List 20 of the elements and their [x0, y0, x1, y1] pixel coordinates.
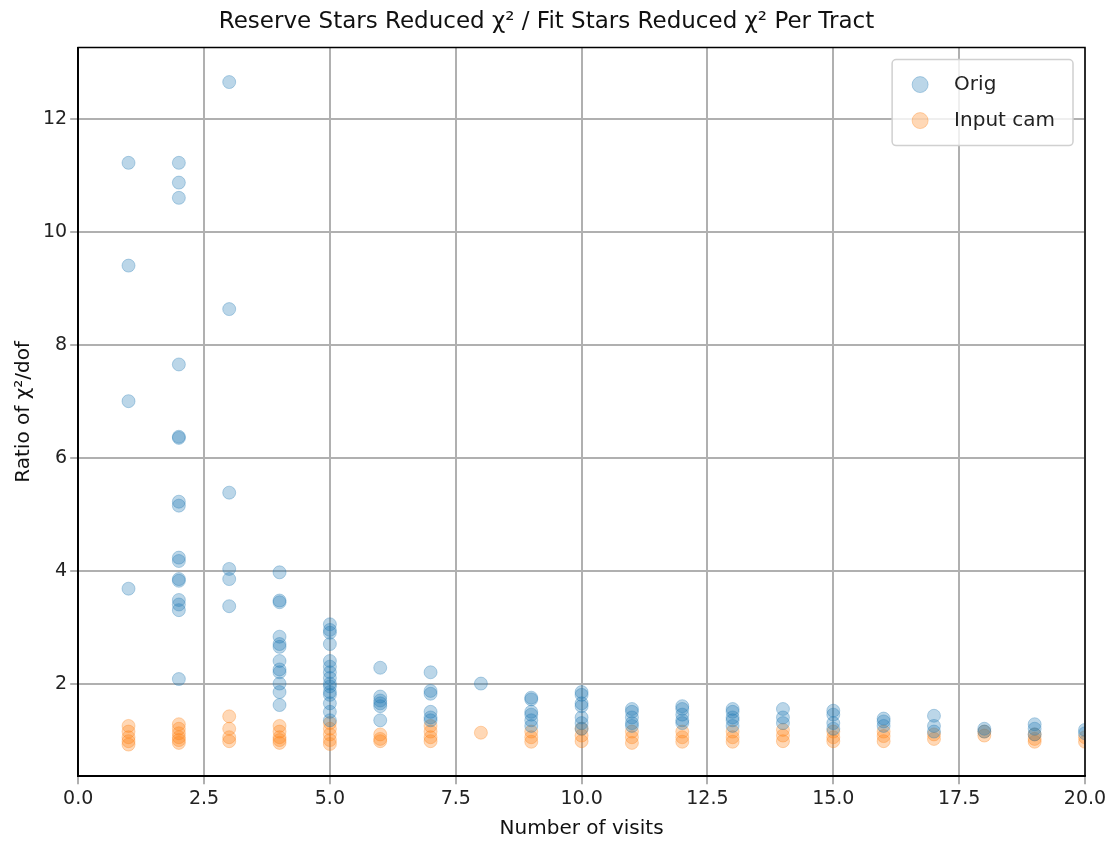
y-tick-label: 10 — [42, 218, 68, 241]
y-tick-label: 6 — [55, 444, 68, 467]
chart-title: Reserve Stars Reduced χ² / Fit Stars Reduced χ² Per Tract — [218, 6, 875, 33]
x-tick-label: 2.5 — [188, 785, 220, 808]
y-tick-label: 12 — [42, 105, 68, 128]
x-tick-label: 5.0 — [314, 785, 345, 808]
y-tick-label: 2 — [55, 670, 68, 693]
y-tick-label: 8 — [55, 331, 68, 354]
y-axis-title: Ratio of χ²/dof — [10, 340, 35, 483]
y-tick-label: 4 — [55, 557, 68, 580]
x-axis-title: Number of visits — [499, 815, 664, 840]
x-tick-label: 17.5 — [937, 785, 981, 808]
x-tick-label: 12.5 — [686, 785, 729, 808]
x-tick-label: 0.0 — [63, 785, 94, 808]
x-tick-label: 10.0 — [560, 785, 603, 808]
legend-label: Orig — [954, 70, 997, 95]
x-tick-label: 15.0 — [812, 785, 855, 808]
x-tick-label: 20.0 — [1063, 785, 1107, 808]
legend-label: Input cam — [954, 106, 1056, 131]
x-tick-label: 7.5 — [440, 785, 471, 808]
